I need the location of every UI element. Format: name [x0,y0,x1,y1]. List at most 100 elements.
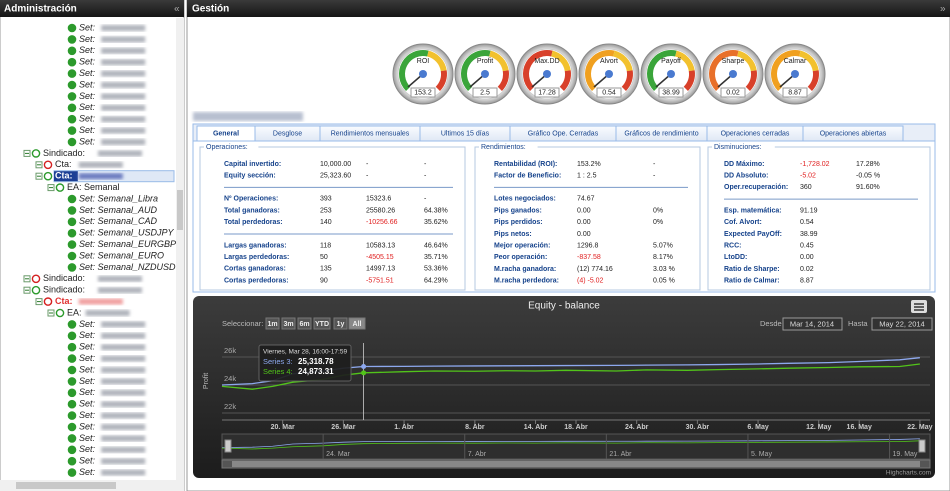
gauge-band [683,70,695,91]
tree-icon [43,160,53,170]
tab-label[interactable]: Desglose [273,130,302,137]
row-label: Pips ganados: [494,207,542,214]
row-value: 14997.13 [366,266,395,273]
h-scroll-thumb[interactable] [16,482,116,489]
tooltip-value: 24,873.31 [298,367,334,376]
tree-label[interactable]: Set: [79,410,96,420]
gauge-value: 38.99 [662,89,680,96]
tree-label[interactable]: Set: [79,421,96,431]
tree-label[interactable]: Set: Semanal_USDJPY [79,228,175,238]
gauge-label: ROI [417,58,430,65]
tab-label[interactable]: Gráfico Ope. Cerradas [528,130,599,137]
range-button-label[interactable]: 1y [337,321,345,328]
navigator-handle[interactable] [918,439,926,453]
tree-label[interactable]: Set: [79,114,96,124]
tree-label[interactable]: Set: Semanal_EURO [79,250,164,260]
tab-label[interactable]: Gráficos de rendimiento [624,130,698,137]
x-tick-label: 22. May [907,424,932,431]
tree-label[interactable]: Sindicado: [43,273,85,283]
gauge-value: 8.87 [788,89,802,96]
tree-label[interactable]: Set: [79,353,96,363]
tree-icon [67,251,77,261]
tree-label[interactable]: Set: [79,342,96,352]
range-button-label[interactable]: All [353,321,362,328]
gauges: ROI 153.2 Profit 2.5 Max.DD 17.28 Alvort 0.54 Pa… [392,43,826,105]
tree-label[interactable]: Set: [79,79,96,89]
tree-label[interactable]: Set: [79,22,96,32]
tree-label[interactable]: Cta: [55,296,73,306]
tree-label[interactable]: Set: [79,45,96,55]
blurred-name [101,36,146,43]
from-value[interactable]: Mar 14, 2014 [790,319,834,328]
row-value: -0.05 % [856,173,880,180]
tree-label[interactable]: Sindicado: [43,285,85,295]
tree-label[interactable]: Set: [79,91,96,101]
range-button[interactable] [265,317,280,330]
tree-label[interactable]: Cta: [55,159,72,169]
tree-label[interactable]: Set: [79,456,96,466]
tree-label[interactable]: Set: [79,399,96,409]
tree-label[interactable]: Set: [79,467,96,477]
tab-label[interactable]: Operaciones abiertas [820,130,887,137]
tree-label[interactable]: Set: Semanal_Libra [79,193,158,203]
tree-label[interactable]: Set: [79,102,96,112]
tree-label[interactable]: Sindicado: [43,148,85,158]
range-button-label[interactable]: 3m [283,321,293,328]
to-box[interactable] [871,317,933,331]
tab[interactable] [802,125,904,142]
tree-label[interactable]: EA: Semanal [67,182,120,192]
row-label: DD Máximo: [724,161,764,168]
range-button-label[interactable]: 1m [267,321,277,328]
row-label: Cortas perdedoras: [224,277,289,284]
tree-label[interactable]: Set: [79,57,96,67]
range-button-label[interactable]: 6m [299,321,309,328]
gauge-band [736,50,757,72]
range-button[interactable] [297,317,312,330]
row-value: -5.02 [800,173,816,180]
range-button-label[interactable]: YTD [315,321,329,328]
tab-label[interactable]: Rendimientos mensuales [331,130,410,137]
to-value[interactable]: May 22, 2014 [879,319,924,328]
collapse-icon[interactable]: « [174,4,180,15]
row-value: 8.87 [800,278,814,285]
navigator-handle[interactable] [224,439,232,453]
tree-label[interactable]: Set: [79,376,96,386]
blurred-name [85,310,130,316]
row-label: Total ganadoras: [224,207,280,214]
tab-label[interactable]: Operaciones cerradas [721,130,790,137]
gauge-label: Sharpe [722,58,745,65]
row-label: Mejor operación: [494,243,550,250]
v-scroll-thumb[interactable] [177,190,183,230]
tree-label[interactable]: Set: [79,444,96,454]
range-button[interactable] [281,317,296,330]
tree-label[interactable]: Set: [79,387,96,397]
tab-label[interactable]: General [213,130,239,137]
tree-label[interactable]: Cta: [55,171,73,181]
expand-icon[interactable]: » [940,4,946,15]
tree-label[interactable]: Set: [79,330,96,340]
blurred-name [101,355,146,362]
v-scrollbar[interactable] [176,18,184,480]
tree-label[interactable]: EA: [67,307,82,317]
blurred-name [101,458,146,465]
tab-label[interactable]: Ultimos 15 días [441,130,490,137]
tree-label[interactable]: Set: [79,364,96,374]
tree-label[interactable]: Set: [79,34,96,44]
range-button[interactable] [348,317,366,330]
tree-label[interactable]: Sindicado: [43,478,85,488]
tree-label[interactable]: Set: Semanal_NZDUSD [79,262,176,272]
from-box[interactable] [782,317,843,331]
tree-label[interactable]: Set: [79,433,96,443]
tree-label[interactable]: Set: Semanal_EURGBP [79,239,176,249]
tree-label[interactable]: Set: [79,319,96,329]
tree-label[interactable]: Set: [79,68,96,78]
tree-label[interactable]: Set: [79,125,96,135]
tree-label[interactable]: Set: [79,136,96,146]
navigator-scroll-thumb[interactable] [232,461,920,467]
tree-label[interactable]: Set: Semanal_AUD [79,205,158,215]
row-value: 74.67 [577,196,595,203]
gauge-hub [481,70,489,78]
range-button[interactable] [333,317,348,330]
tree-label[interactable]: Set: Semanal_CAD [79,216,158,226]
range-button[interactable] [313,317,331,330]
